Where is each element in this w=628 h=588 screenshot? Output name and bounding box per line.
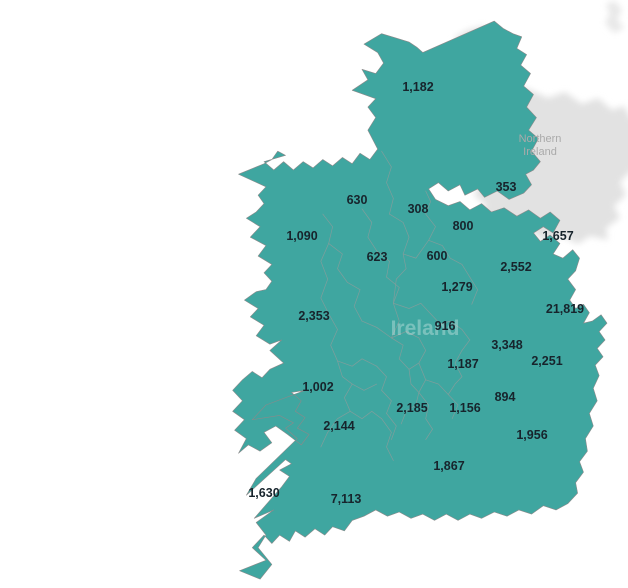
svg-text:Northern: Northern	[519, 133, 562, 145]
svg-text:1,630: 1,630	[248, 486, 279, 500]
svg-text:2,144: 2,144	[323, 419, 354, 433]
svg-text:7,113: 7,113	[331, 492, 362, 506]
svg-text:1,090: 1,090	[286, 229, 317, 243]
svg-text:2,185: 2,185	[396, 401, 427, 415]
svg-text:894: 894	[495, 390, 516, 404]
svg-text:600: 600	[427, 249, 448, 263]
svg-text:630: 630	[347, 193, 368, 207]
svg-text:916: 916	[435, 319, 456, 333]
svg-text:1,182: 1,182	[402, 80, 433, 94]
svg-text:2,353: 2,353	[298, 309, 329, 323]
svg-text:308: 308	[408, 202, 429, 216]
svg-text:800: 800	[453, 219, 474, 233]
svg-text:Ireland: Ireland	[523, 146, 557, 158]
svg-text:623: 623	[367, 250, 388, 264]
svg-text:1,956: 1,956	[516, 428, 547, 442]
svg-text:1,279: 1,279	[441, 280, 472, 294]
svg-text:2,251: 2,251	[531, 354, 562, 368]
svg-text:3,348: 3,348	[491, 338, 522, 352]
svg-text:1,867: 1,867	[433, 459, 464, 473]
svg-text:21,819: 21,819	[546, 302, 584, 316]
svg-text:1,187: 1,187	[447, 357, 478, 371]
svg-text:1,657: 1,657	[542, 229, 573, 243]
svg-text:353: 353	[496, 180, 517, 194]
svg-text:1,156: 1,156	[449, 401, 480, 415]
svg-text:1,002: 1,002	[302, 380, 333, 394]
svg-text:2,552: 2,552	[500, 260, 531, 274]
